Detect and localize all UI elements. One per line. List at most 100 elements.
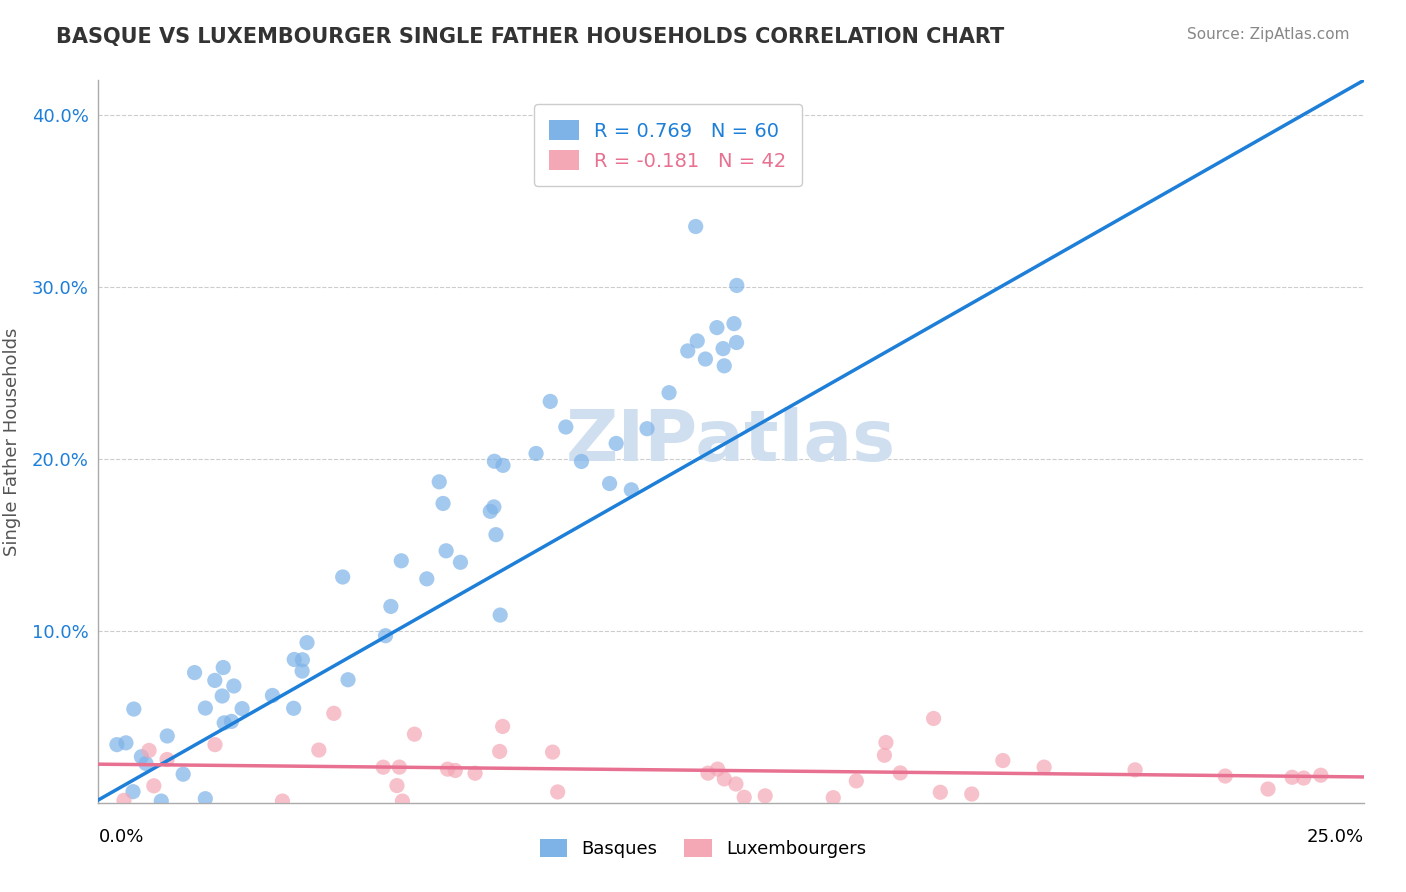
Point bbox=[845, 773, 868, 788]
Point bbox=[547, 785, 569, 799]
Point bbox=[204, 738, 226, 752]
Y-axis label: Single Father Households: Single Father Households bbox=[3, 327, 21, 556]
Point bbox=[374, 629, 396, 643]
Point bbox=[485, 527, 508, 541]
Point bbox=[211, 689, 233, 703]
Point bbox=[271, 794, 294, 808]
Point bbox=[295, 635, 318, 649]
Point bbox=[1033, 760, 1056, 774]
Text: 25.0%: 25.0% bbox=[1306, 828, 1364, 846]
Point bbox=[112, 793, 135, 807]
Point bbox=[122, 785, 145, 799]
Point bbox=[427, 475, 450, 489]
Point bbox=[488, 744, 510, 758]
Point bbox=[723, 317, 745, 331]
Point bbox=[875, 735, 897, 749]
Point bbox=[697, 766, 720, 780]
Point bbox=[388, 760, 411, 774]
Point bbox=[194, 791, 217, 805]
Text: BASQUE VS LUXEMBOURGER SINGLE FATHER HOUSEHOLDS CORRELATION CHART: BASQUE VS LUXEMBOURGER SINGLE FATHER HOU… bbox=[56, 27, 1004, 46]
Point bbox=[1309, 768, 1331, 782]
Point bbox=[991, 754, 1014, 768]
Point bbox=[391, 794, 413, 808]
Point bbox=[706, 762, 728, 776]
Point bbox=[724, 777, 747, 791]
Point bbox=[122, 702, 145, 716]
Point bbox=[105, 738, 128, 752]
Point bbox=[291, 664, 314, 678]
Point bbox=[1281, 770, 1303, 784]
Point bbox=[283, 652, 305, 666]
Point bbox=[823, 790, 845, 805]
Point bbox=[332, 570, 354, 584]
Point bbox=[131, 749, 153, 764]
Point bbox=[1213, 769, 1236, 783]
Point bbox=[183, 665, 205, 680]
Point bbox=[150, 794, 173, 808]
Point bbox=[706, 320, 728, 334]
Point bbox=[686, 334, 709, 348]
Point bbox=[212, 715, 235, 730]
Point bbox=[733, 790, 755, 805]
Point bbox=[204, 673, 226, 688]
Point bbox=[571, 454, 593, 468]
Point bbox=[554, 420, 576, 434]
Point bbox=[222, 679, 245, 693]
Point bbox=[873, 748, 896, 763]
Point bbox=[725, 278, 748, 293]
Point bbox=[156, 752, 179, 766]
Point bbox=[599, 476, 621, 491]
Text: 0.0%: 0.0% bbox=[98, 828, 143, 846]
Point bbox=[212, 660, 235, 674]
Point bbox=[484, 454, 506, 468]
Point bbox=[713, 359, 735, 373]
Point bbox=[416, 572, 439, 586]
Point bbox=[658, 385, 681, 400]
Point bbox=[620, 483, 643, 497]
Point bbox=[489, 608, 512, 623]
Point bbox=[283, 701, 305, 715]
Point bbox=[754, 789, 776, 803]
Point bbox=[889, 766, 911, 780]
Point bbox=[449, 555, 471, 569]
Point bbox=[308, 743, 330, 757]
Point bbox=[262, 689, 284, 703]
Text: ZIPatlas: ZIPatlas bbox=[567, 407, 896, 476]
Point bbox=[156, 729, 179, 743]
Point bbox=[291, 653, 314, 667]
Point bbox=[482, 500, 505, 514]
Point bbox=[337, 673, 360, 687]
Point bbox=[172, 767, 194, 781]
Point bbox=[135, 756, 157, 771]
Point bbox=[960, 787, 983, 801]
Point bbox=[380, 599, 402, 614]
Point bbox=[138, 743, 160, 757]
Point bbox=[436, 762, 458, 776]
Point bbox=[115, 736, 138, 750]
Point bbox=[221, 714, 243, 729]
Point bbox=[492, 458, 515, 473]
Point bbox=[685, 219, 707, 234]
Point bbox=[194, 701, 217, 715]
Point bbox=[711, 342, 734, 356]
Point bbox=[1123, 763, 1146, 777]
Point bbox=[538, 394, 561, 409]
Point bbox=[373, 760, 395, 774]
Point bbox=[444, 764, 467, 778]
Point bbox=[605, 436, 627, 450]
Point bbox=[389, 554, 412, 568]
Point bbox=[434, 543, 457, 558]
Point bbox=[1257, 782, 1279, 797]
Point bbox=[929, 785, 952, 799]
Point bbox=[1292, 771, 1315, 785]
Text: Source: ZipAtlas.com: Source: ZipAtlas.com bbox=[1187, 27, 1350, 42]
Point bbox=[322, 706, 344, 721]
Point bbox=[695, 351, 717, 366]
Legend: R = 0.769   N = 60, R = -0.181   N = 42: R = 0.769 N = 60, R = -0.181 N = 42 bbox=[534, 104, 801, 186]
Point bbox=[385, 779, 408, 793]
Legend: Basques, Luxembourgers: Basques, Luxembourgers bbox=[533, 831, 873, 865]
Point bbox=[492, 719, 515, 733]
Point bbox=[676, 343, 699, 358]
Point bbox=[142, 779, 165, 793]
Point bbox=[725, 335, 748, 350]
